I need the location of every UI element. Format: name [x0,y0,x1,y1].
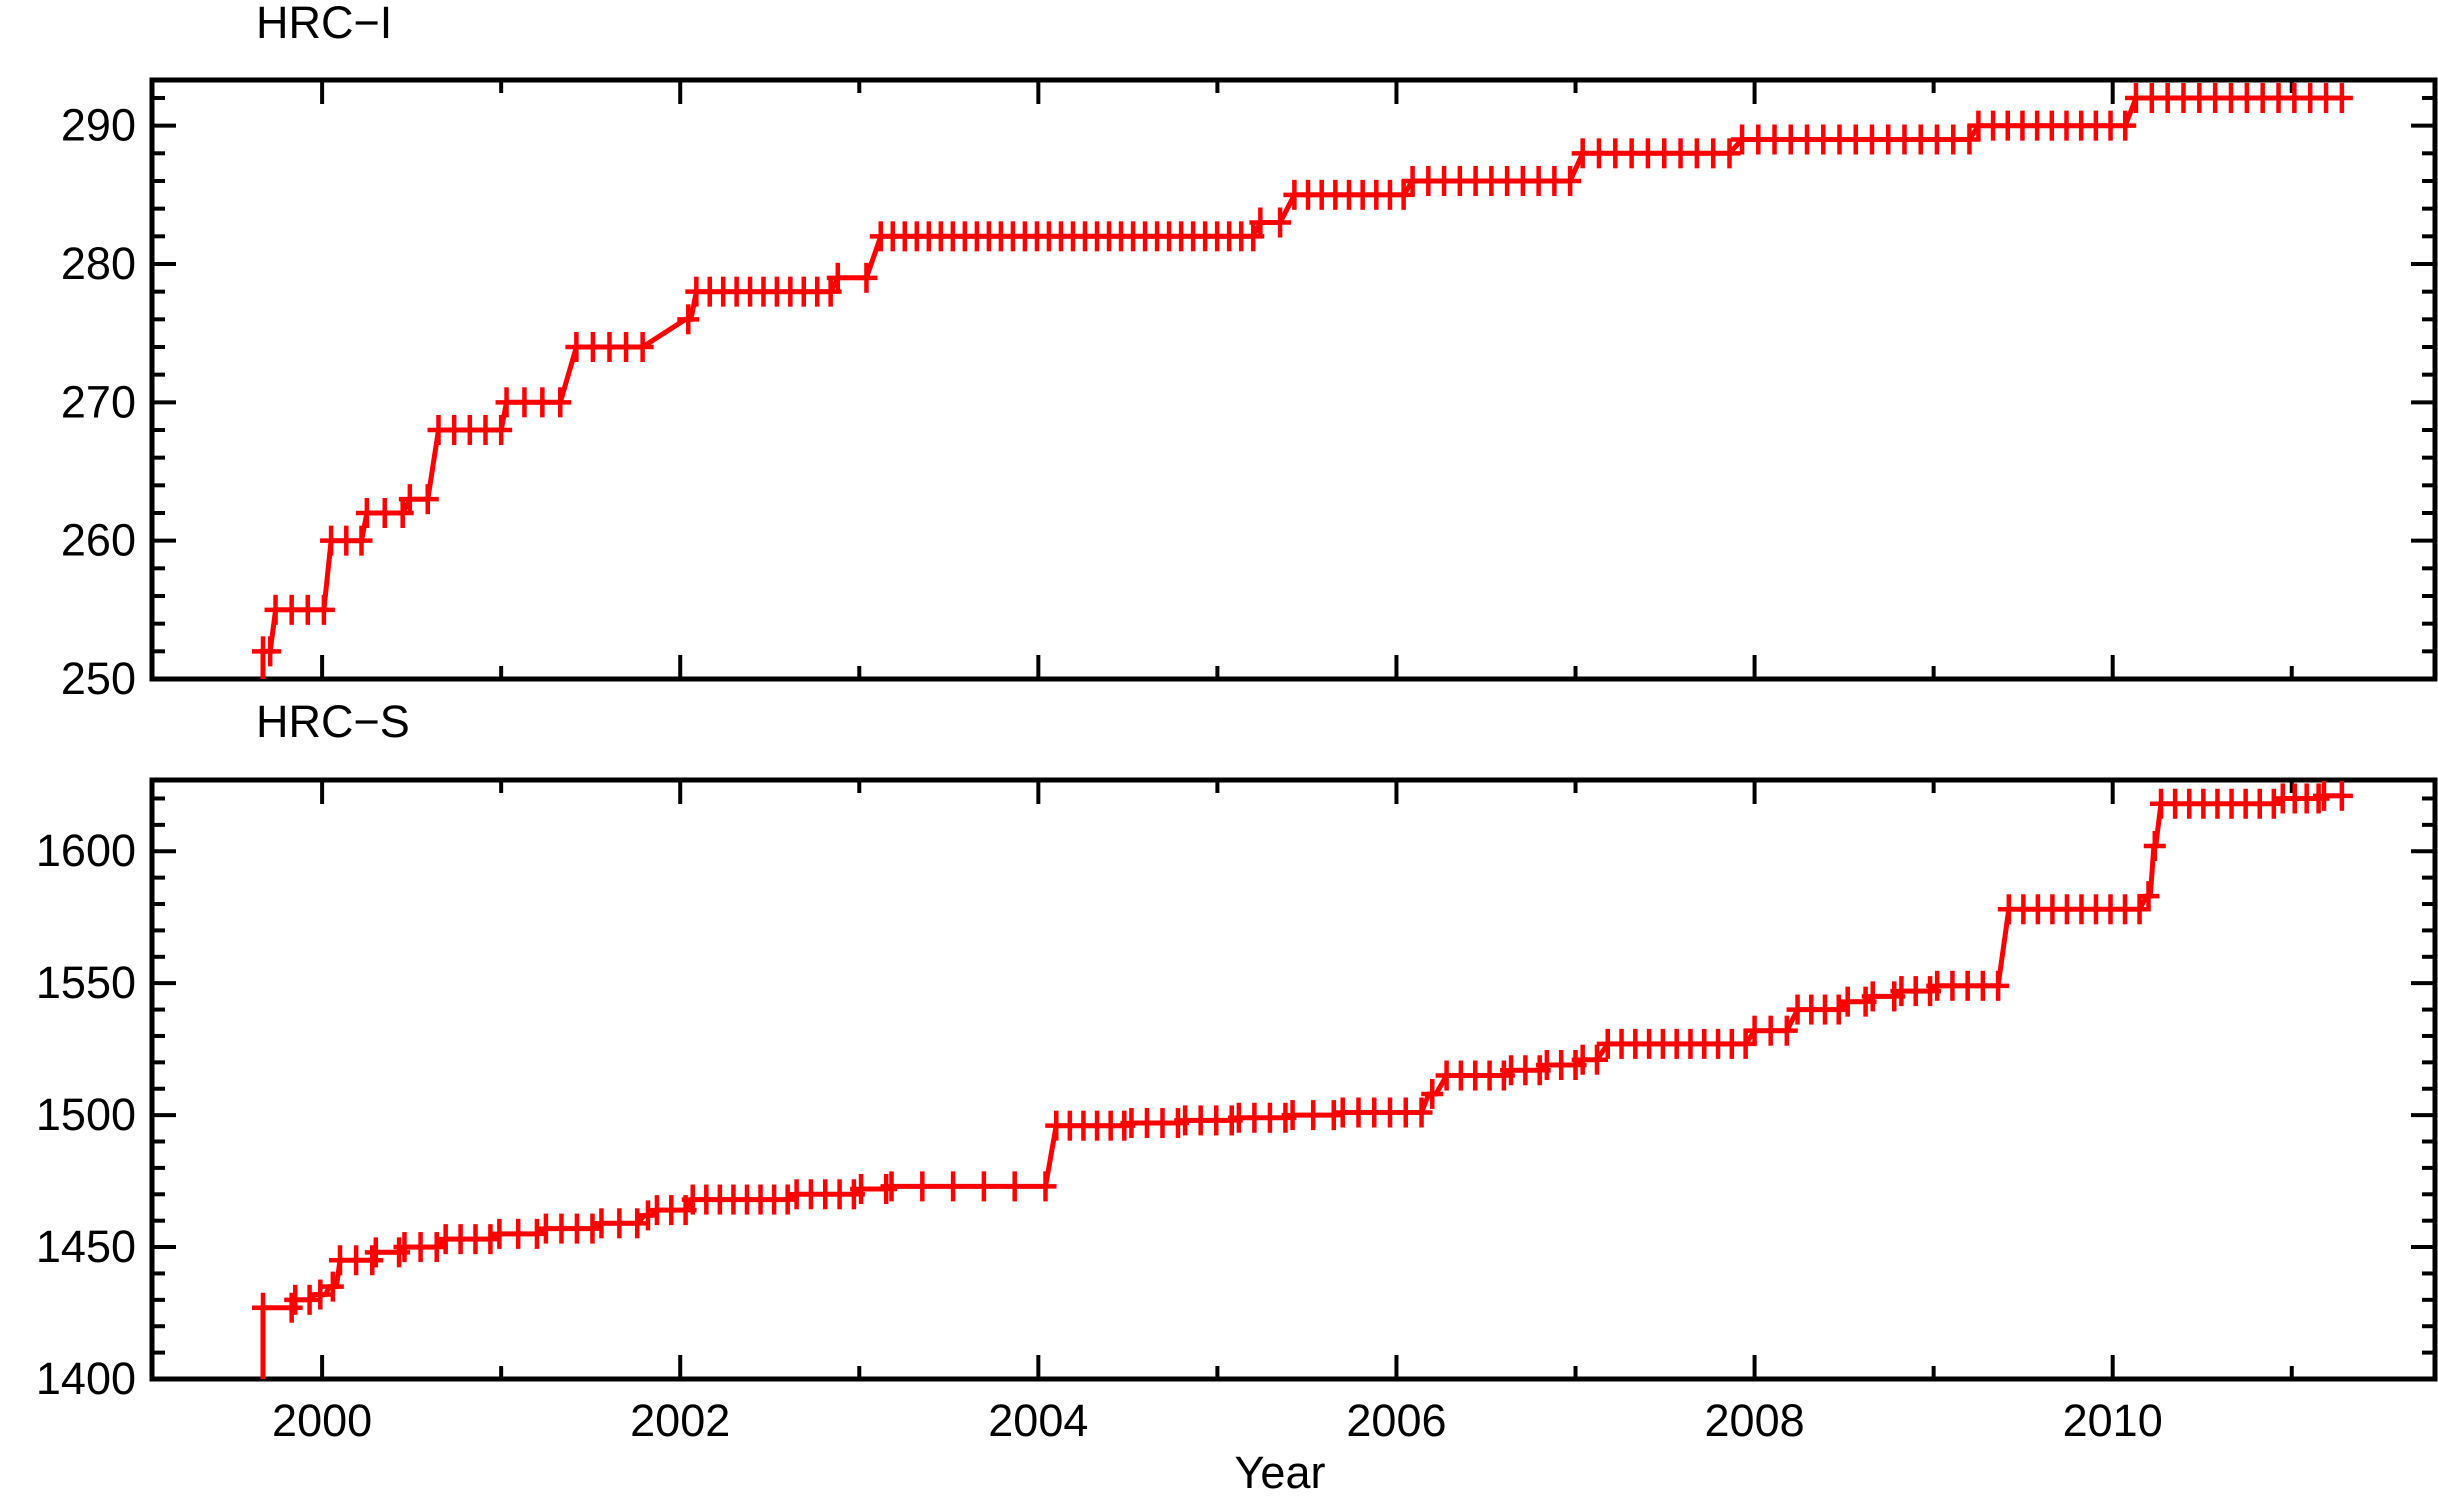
x-tick-label: 2006 [1346,1395,1446,1446]
y-tick-label: 1400 [36,1353,136,1404]
y-tick-label: 260 [61,515,136,566]
y-tick-label: 280 [61,238,136,289]
x-axis-label: Year [1235,1447,1326,1498]
hrc-s-title: HRC−S [256,696,410,747]
data-markers [252,82,2353,667]
x-tick-label: 2000 [272,1395,372,1446]
y-tick-label: 1550 [36,957,136,1008]
hrc-s-panel: 2000 2002 2004 2006 2008 2010 1400 1450 1500 1550… [36,777,2438,1446]
hrc-i-panel: 250 260 270 280 290 [61,77,2438,704]
data-markers [252,780,2353,1323]
y-tick-label: 1600 [36,825,136,876]
data-step-line [260,95,2342,679]
x-tick-label: 2004 [988,1395,1088,1446]
x-tick-label: 2010 [2063,1395,2163,1446]
x-tick-label: 2002 [630,1395,730,1446]
hrc-i-title: HRC−I [256,0,392,48]
axis-box [149,77,2438,682]
x-tick-label: 2008 [1705,1395,1805,1446]
axis-box [149,777,2438,1382]
y-tick-label: 1450 [36,1221,136,1272]
y-tick-label: 1500 [36,1089,136,1140]
data-step-line [260,793,2342,1379]
y-tick-label: 250 [61,653,136,704]
y-tick-label: 290 [61,100,136,151]
y-tick-label: 270 [61,376,136,427]
